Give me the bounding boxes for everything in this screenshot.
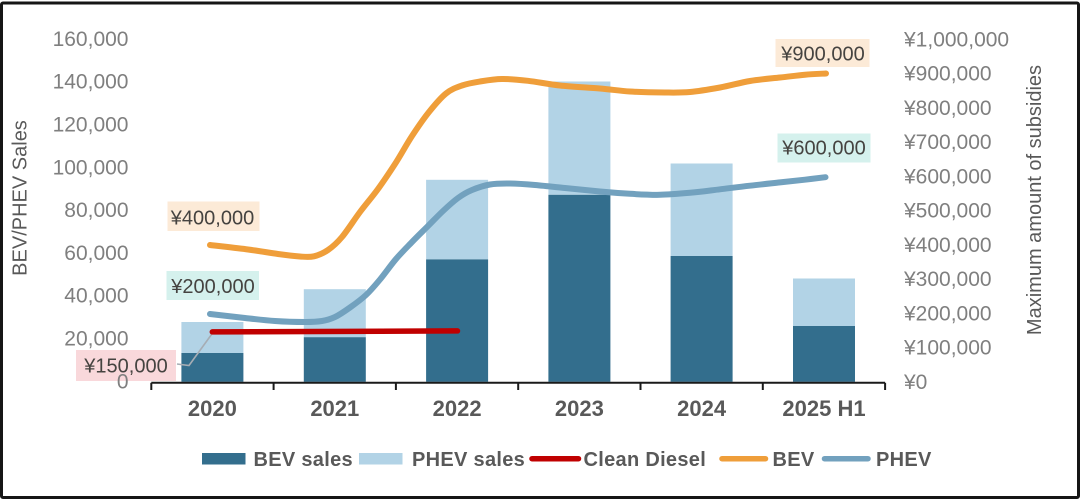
svg-text:¥200,000: ¥200,000	[903, 302, 992, 325]
svg-text:60,000: 60,000	[64, 242, 128, 265]
svg-text:2024: 2024	[677, 396, 727, 421]
svg-text:PHEV sales: PHEV sales	[412, 449, 525, 471]
svg-text:¥700,000: ¥700,000	[903, 131, 992, 154]
svg-text:¥150,000: ¥150,000	[83, 355, 167, 377]
svg-text:¥200,000: ¥200,000	[170, 276, 254, 298]
svg-text:¥900,000: ¥900,000	[903, 63, 992, 86]
svg-text:80,000: 80,000	[64, 199, 128, 222]
svg-text:¥600,000: ¥600,000	[781, 138, 865, 160]
svg-text:Clean Diesel: Clean Diesel	[584, 449, 707, 471]
svg-text:20,000: 20,000	[64, 328, 128, 351]
svg-text:120,000: 120,000	[53, 114, 129, 137]
svg-text:Maximum amount of subsidies: Maximum amount of subsidies	[1024, 65, 1046, 335]
svg-text:2025 H1: 2025 H1	[782, 396, 865, 421]
svg-text:2022: 2022	[433, 396, 482, 421]
svg-text:BEV sales: BEV sales	[254, 449, 353, 471]
svg-text:¥300,000: ¥300,000	[903, 268, 992, 291]
svg-text:2023: 2023	[555, 396, 604, 421]
svg-text:BEV: BEV	[773, 449, 815, 471]
svg-text:BEV/PHEV Sales: BEV/PHEV Sales	[10, 120, 32, 276]
svg-text:¥500,000: ¥500,000	[903, 200, 992, 223]
svg-text:0: 0	[117, 370, 129, 393]
svg-text:¥400,000: ¥400,000	[170, 208, 254, 230]
svg-text:2021: 2021	[310, 396, 359, 421]
svg-text:¥800,000: ¥800,000	[903, 97, 992, 120]
svg-text:¥0: ¥0	[903, 371, 927, 394]
svg-text:140,000: 140,000	[53, 71, 129, 94]
svg-text:¥900,000: ¥900,000	[780, 44, 864, 66]
svg-text:¥100,000: ¥100,000	[903, 337, 992, 360]
svg-text:¥600,000: ¥600,000	[903, 165, 992, 188]
svg-text:¥1,000,000: ¥1,000,000	[903, 28, 1009, 51]
svg-text:2020: 2020	[188, 396, 237, 421]
svg-text:¥400,000: ¥400,000	[903, 234, 992, 257]
svg-text:40,000: 40,000	[64, 285, 128, 308]
svg-text:PHEV: PHEV	[876, 449, 932, 471]
svg-text:100,000: 100,000	[53, 156, 129, 179]
svg-text:160,000: 160,000	[53, 28, 129, 51]
